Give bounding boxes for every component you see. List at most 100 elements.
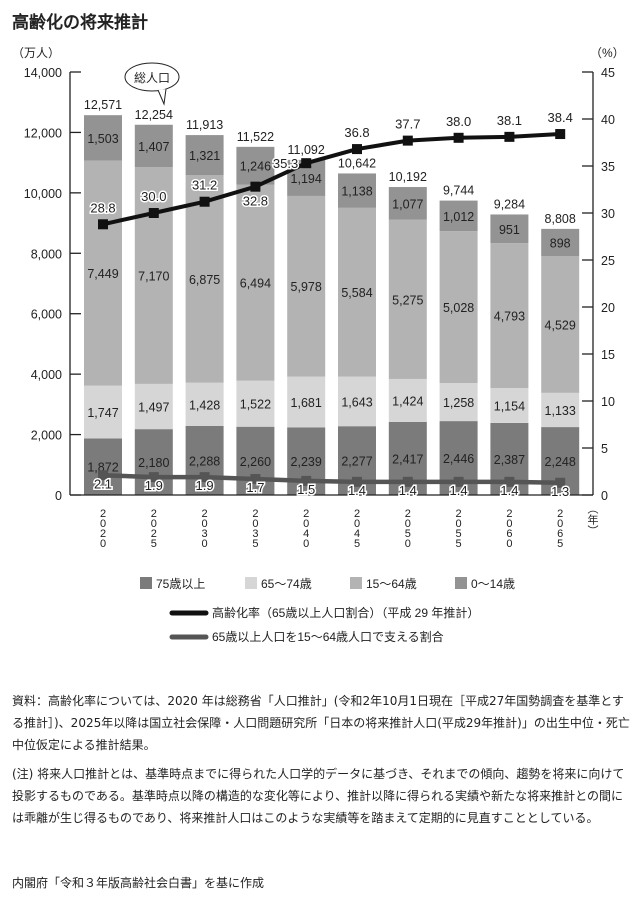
total-label: 12,571 — [84, 98, 122, 112]
x-tick-label-digit: 0 — [303, 518, 309, 530]
aging-rate-label: 32.8 — [243, 194, 268, 209]
bar-segment — [490, 214, 529, 244]
total-label: 9,744 — [443, 184, 474, 198]
x-tick-label-digit: 0 — [151, 518, 157, 530]
bar-value-label: 2,239 — [291, 455, 322, 469]
x-tick-label-digit: 3 — [202, 528, 208, 540]
bar-value-label: 2,387 — [494, 453, 525, 467]
bar-segment — [84, 438, 122, 495]
aging-rate-marker — [301, 158, 312, 169]
bar-value-label: 1,428 — [189, 398, 220, 412]
x-tick-label-digit: 2 — [456, 508, 462, 520]
y-tick-label: 14,000 — [24, 66, 62, 80]
bar-segment — [287, 195, 326, 377]
legend-label: 75歳以上 — [156, 577, 205, 591]
x-tick-label-digit: 2 — [151, 508, 157, 520]
bar-value-label: 5,275 — [392, 293, 423, 307]
callout-pointer — [157, 88, 167, 106]
x-tick-label-digit: 5 — [151, 538, 157, 550]
support-ratio-label: 1.4 — [500, 483, 518, 498]
legend-swatch — [140, 577, 152, 589]
x-tick-label-digit: 2 — [354, 508, 360, 520]
x-tick-label-digit: 0 — [100, 518, 106, 530]
callout-label: 総人口 — [134, 71, 170, 85]
y2-axis-label: （%） — [590, 46, 625, 60]
aging-rate-label: 38.0 — [446, 114, 471, 129]
bar-value-label: 1,138 — [341, 185, 372, 199]
bar-segment — [84, 115, 122, 161]
aging-rate-label: 36.8 — [344, 125, 369, 140]
bar-segment — [236, 184, 275, 381]
total-label: 12,254 — [135, 108, 173, 122]
bar-value-label: 1,077 — [392, 197, 423, 211]
x-tick-label-digit: 0 — [354, 518, 360, 530]
bar-value-label: 898 — [550, 236, 571, 250]
total-label: 11,522 — [237, 130, 274, 144]
x-tick-label-digit: 2 — [405, 508, 411, 520]
aging-rate-marker — [555, 129, 566, 140]
total-label: 8,808 — [545, 212, 576, 226]
y-tick-label: 10,000 — [24, 187, 62, 201]
support-ratio-marker — [555, 477, 566, 488]
aging-rate-label: 38.4 — [548, 110, 573, 125]
bar-value-label: 2,277 — [341, 455, 372, 469]
legend-swatch — [245, 577, 257, 589]
x-tick-label-digit: 4 — [354, 528, 360, 540]
aging-rate-line — [102, 132, 561, 227]
bar-value-label: 5,584 — [341, 286, 372, 300]
x-tick-label-digit: 2 — [100, 528, 106, 540]
bar-segment — [236, 380, 275, 427]
bar-segment — [134, 167, 173, 384]
bar-segment — [490, 388, 529, 423]
bar-segment — [134, 124, 173, 168]
support-ratio-marker — [148, 472, 159, 483]
x-tick-label-digit: 6 — [506, 528, 512, 540]
aging-rate-marker — [148, 208, 159, 218]
y-axis-label: （万人） — [12, 46, 60, 60]
x-tick-label-digit: 2 — [100, 508, 106, 520]
bar-segment — [439, 231, 478, 384]
x-tick-label-digit: 0 — [405, 538, 411, 550]
credit-note: 内閣府「令和３年版高齢社会白書」を基に作成 — [12, 876, 265, 890]
x-tick-label-digit: 0 — [506, 538, 512, 550]
chart: （万人） （%）1,8721,7477,4491,50312,57120202,1… — [12, 46, 625, 644]
support-ratio-marker — [453, 476, 464, 487]
y-tick-label: 12,000 — [24, 126, 62, 140]
x-tick-label-digit: 4 — [303, 528, 309, 540]
bar-value-label: 1,503 — [87, 132, 118, 146]
bar-segment — [185, 175, 224, 383]
support-ratio-label: 1.7 — [246, 480, 264, 495]
aging-rate-label: 28.8 — [90, 200, 115, 215]
bar-value-label: 5,978 — [291, 280, 322, 294]
y2-tick-label: 10 — [601, 395, 615, 409]
support-ratio-label: 1.4 — [399, 483, 417, 498]
x-tick-label-digit: 5 — [354, 538, 360, 550]
bar-value-label: 1,747 — [87, 406, 118, 420]
support-ratio-marker — [301, 475, 312, 486]
total-label: 11,092 — [288, 143, 325, 157]
y-tick-label: 8,000 — [31, 247, 62, 261]
x-tick-label-digit: 2 — [252, 508, 258, 520]
x-tick-label-digit: 0 — [202, 518, 208, 530]
x-tick-label-digit: 0 — [252, 518, 258, 530]
source-note: 資料：高齢化率については、2020 年は総務省「人口推計」(令和2年10月1日現… — [12, 694, 630, 752]
y2-tick-label: 40 — [601, 113, 615, 127]
bar-segment — [134, 383, 173, 430]
bar-segment — [541, 256, 580, 393]
bar-segment — [338, 207, 376, 377]
x-tick-label-digit: 2 — [557, 508, 563, 520]
aging-rate-marker — [250, 181, 261, 192]
bar-value-label: 1,522 — [240, 398, 271, 412]
support-ratio-label: 1.4 — [348, 483, 366, 498]
y-tick-label: 6,000 — [31, 308, 62, 322]
bar-segment — [185, 382, 224, 426]
total-label: 9,284 — [494, 197, 525, 211]
bar-value-label: 7,449 — [87, 267, 118, 281]
bar-segment — [388, 378, 427, 422]
x-tick-label-digit: 5 — [405, 528, 411, 540]
x-tick-label-digit: 0 — [456, 518, 462, 530]
bar-value-label: 2,260 — [240, 455, 271, 469]
x-tick-label-digit: 0 — [303, 538, 309, 550]
x-tick-label-digit: 5 — [557, 538, 563, 550]
legend-label: 15〜64歳 — [366, 577, 417, 591]
